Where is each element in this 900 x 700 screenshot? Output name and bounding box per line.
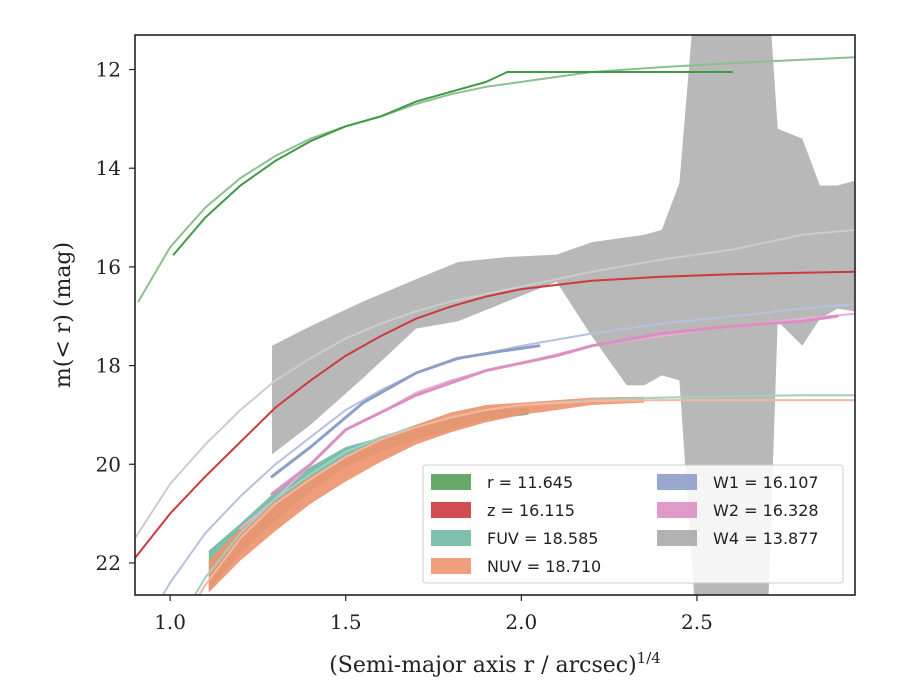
legend-swatch bbox=[657, 474, 697, 490]
legend: r = 11.645 z = 16.115 FUV = 18.585 NUV = 18… bbox=[422, 464, 844, 584]
legend-swatch bbox=[431, 474, 471, 490]
legend-label: NUV = 18.710 bbox=[487, 557, 601, 576]
legend-label: z = 16.115 bbox=[487, 501, 575, 520]
band-fuv bbox=[208, 407, 529, 591]
y-tick-label: 12 bbox=[96, 58, 121, 82]
legend-swatch bbox=[431, 558, 471, 574]
series-z-model bbox=[135, 270, 855, 559]
legend-label: W1 = 16.107 bbox=[713, 473, 819, 492]
series-nuv-model bbox=[197, 399, 855, 595]
series-r-model bbox=[137, 56, 855, 303]
series-w4-model bbox=[135, 228, 855, 540]
y-tick-label: 14 bbox=[96, 156, 121, 180]
series-r-data bbox=[172, 71, 734, 256]
x-tick-label: 2.5 bbox=[681, 610, 713, 634]
x-tick-label: 1.5 bbox=[330, 610, 362, 634]
y-axis-label: m(< r) (mag) bbox=[51, 242, 76, 388]
legend-swatch bbox=[431, 502, 471, 518]
legend-label: W4 = 13.877 bbox=[713, 529, 819, 548]
y-tick-label: 22 bbox=[96, 551, 121, 575]
y-tick-label: 20 bbox=[96, 452, 121, 476]
legend-frame bbox=[422, 464, 844, 584]
x-tick-label: 2.0 bbox=[505, 610, 537, 634]
legend-swatch bbox=[657, 502, 697, 518]
y-tick-label: 16 bbox=[96, 255, 121, 279]
legend-swatch bbox=[431, 530, 471, 546]
legend-label: W2 = 16.328 bbox=[713, 501, 819, 520]
series-w2-data bbox=[270, 314, 839, 496]
x-axis-label: (Semi-major axis r / arcsec)1/4 bbox=[329, 649, 661, 678]
legend-swatch bbox=[657, 530, 697, 546]
plot-frame bbox=[134, 34, 856, 596]
band-w4 bbox=[272, 35, 855, 595]
legend-label: r = 11.645 bbox=[487, 473, 573, 492]
legend-label: FUV = 18.585 bbox=[487, 529, 598, 548]
x-tick-label: 1.0 bbox=[154, 610, 186, 634]
series-w1-data bbox=[270, 344, 541, 479]
band-nuv bbox=[208, 396, 645, 593]
y-tick-label: 18 bbox=[96, 354, 121, 378]
